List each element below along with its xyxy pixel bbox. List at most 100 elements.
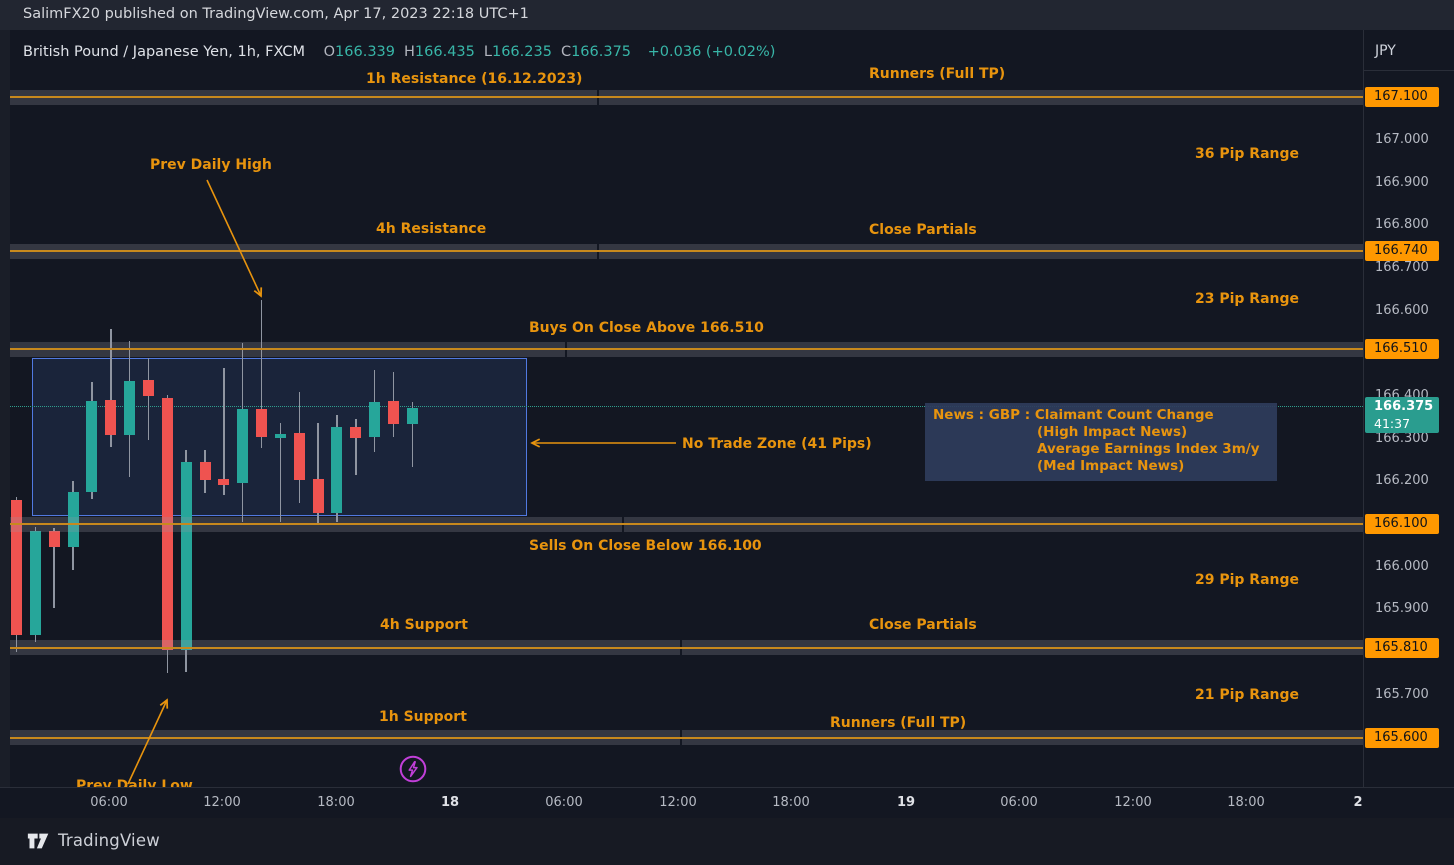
arrow-annotation[interactable] — [206, 179, 261, 296]
level-label[interactable]: 1h Resistance (16.12.2023) — [366, 71, 583, 87]
pane-left-edge — [0, 30, 10, 787]
price-tick-label: 166.300 — [1375, 430, 1429, 446]
candlestick — [48, 530, 60, 548]
chart-annotation-label[interactable]: 23 Pip Range — [1195, 291, 1300, 307]
horizontal-level-line[interactable] — [10, 348, 1363, 351]
candlestick — [388, 401, 399, 425]
candlestick — [11, 500, 22, 636]
level-label[interactable]: Close Partials — [869, 222, 977, 238]
level-label[interactable]: Sells On Close Below 166.100 — [529, 538, 762, 554]
time-tick-label: 18:00 — [772, 795, 810, 810]
chart-pane[interactable]: 1h Resistance (16.12.2023) Runners (Full … — [0, 30, 1363, 787]
candlestick — [312, 478, 324, 514]
price-axis-badge: 165.600 — [1365, 727, 1439, 748]
candlestick — [274, 434, 286, 438]
arrow-annotation[interactable] — [127, 700, 167, 785]
chart-annotation-label[interactable]: 21 Pip Range — [1195, 687, 1300, 703]
candle-wick — [279, 423, 282, 522]
candlestick — [293, 433, 305, 481]
publish-bar: SalimFX20 published on TradingView.com, … — [0, 0, 1454, 30]
level-label[interactable]: Runners (Full TP) — [869, 66, 1006, 82]
chart-annotation-label[interactable]: 36 Pip Range — [1195, 146, 1300, 162]
price-tick-label: 166.000 — [1375, 558, 1429, 574]
chart-annotation-label[interactable]: 29 Pip Range — [1195, 572, 1300, 588]
candlestick — [237, 408, 249, 483]
time-tick-label: 19 — [896, 795, 916, 810]
candle-wick — [260, 300, 263, 449]
chart-annotation-label[interactable]: Prev Daily High — [150, 157, 272, 173]
level-label[interactable]: 4h Support — [380, 617, 468, 633]
price-tick-label: 166.200 — [1375, 473, 1429, 489]
time-tick-label: 06:00 — [1000, 795, 1038, 810]
chart-widget: 1h Resistance (16.12.2023) Runners (Full … — [0, 30, 1454, 819]
candlestick — [406, 408, 418, 425]
candlestick — [180, 462, 192, 651]
level-label[interactable]: Runners (Full TP) — [830, 715, 967, 731]
price-axis[interactable]: JPY 167.000 166.900 166.800 166.700 166.600 1… — [1363, 30, 1454, 787]
ohlc-key: L — [483, 44, 492, 60]
lightning-icon — [399, 755, 427, 783]
level-label[interactable]: Close Partials — [869, 617, 977, 633]
axis-separator — [1364, 70, 1454, 71]
tradingview-logo[interactable]: TradingView — [27, 831, 160, 850]
horizontal-level-line[interactable] — [10, 96, 1363, 99]
time-tick-label: 12:00 — [659, 795, 697, 810]
symbol-title: British Pound / Japanese Yen, 1h, FXCM — [23, 44, 305, 60]
time-tick-label: 18:00 — [317, 795, 355, 810]
time-tick-label: 18 — [440, 795, 460, 810]
price-axis-badge: 166.100 — [1365, 514, 1439, 535]
level-label[interactable]: 4h Resistance — [376, 221, 487, 237]
level-label[interactable]: 1h Support — [379, 709, 467, 725]
candle-wick — [53, 527, 55, 609]
ohlc-key: C — [560, 44, 572, 60]
current-price-value: 166.375 — [1374, 398, 1434, 414]
symbol-legend[interactable]: British Pound / Japanese Yen, 1h, FXCM O… — [23, 44, 775, 60]
candlestick — [124, 381, 136, 435]
candlestick — [67, 492, 79, 548]
news-box-line: (Med Impact News) — [1037, 458, 1185, 474]
chart-annotation-label[interactable]: Prev Daily Low — [76, 778, 193, 787]
candle-wick — [223, 367, 225, 496]
price-tick-label: 165.700 — [1375, 686, 1429, 702]
horizontal-level-line[interactable] — [10, 646, 1363, 649]
news-annotation-box[interactable]: News : GBP : Claimant Count Change (High … — [925, 403, 1277, 481]
publish-bar-text: SalimFX20 published on TradingView.com, … — [23, 6, 529, 22]
tradingview-logo-text: TradingView — [58, 831, 160, 850]
candlestick — [369, 402, 381, 438]
level-label[interactable]: Buys On Close Above 166.510 — [529, 320, 764, 336]
candle-wick — [355, 419, 357, 476]
tradingview-logo-icon — [27, 833, 49, 848]
price-axis-badge: 166.740 — [1365, 241, 1439, 262]
price-tick-label: 166.700 — [1375, 260, 1429, 276]
price-axis-badge: 165.810 — [1365, 637, 1439, 658]
news-box-line: News : GBP : Claimant Count Change — [933, 407, 1214, 423]
current-price-line — [10, 405, 1363, 407]
quick-trade-bolt-button[interactable] — [399, 755, 427, 783]
price-tick-label: 165.900 — [1375, 601, 1429, 617]
current-price-badge: 166.375 41:37 — [1365, 396, 1439, 433]
chart-annotation-label[interactable]: No Trade Zone (41 Pips) — [682, 436, 872, 452]
arrow-annotations-layer — [127, 179, 676, 785]
bottom-strip: TradingView — [0, 818, 1454, 865]
candle-wick — [147, 358, 150, 441]
time-tick-label: 06:00 — [545, 795, 583, 810]
axis-currency-label: JPY — [1375, 43, 1396, 59]
change-value: +0.036 (+0.02%) — [647, 44, 776, 60]
price-tick-label: 166.600 — [1375, 302, 1429, 318]
time-axis[interactable]: 06:00 12:00 18:00 18 06:00 12:00 18:00 19 06:00 1… — [0, 787, 1454, 819]
price-axis-badge: 166.510 — [1365, 339, 1439, 360]
time-tick-label: 12:00 — [1114, 795, 1152, 810]
candlestick — [199, 462, 211, 481]
candle-wick — [110, 329, 112, 448]
ohlc-value: 166.435 — [414, 44, 475, 60]
candlestick — [142, 379, 154, 397]
time-tick-label: 06:00 — [90, 795, 128, 810]
time-tick-label: 12:00 — [203, 795, 241, 810]
horizontal-level-line[interactable] — [10, 250, 1363, 253]
candlestick — [331, 427, 343, 514]
candlestick — [29, 530, 41, 636]
time-tick-label: 2 — [1353, 795, 1363, 810]
horizontal-level-line[interactable] — [10, 736, 1363, 739]
horizontal-level-line[interactable] — [10, 523, 1363, 526]
